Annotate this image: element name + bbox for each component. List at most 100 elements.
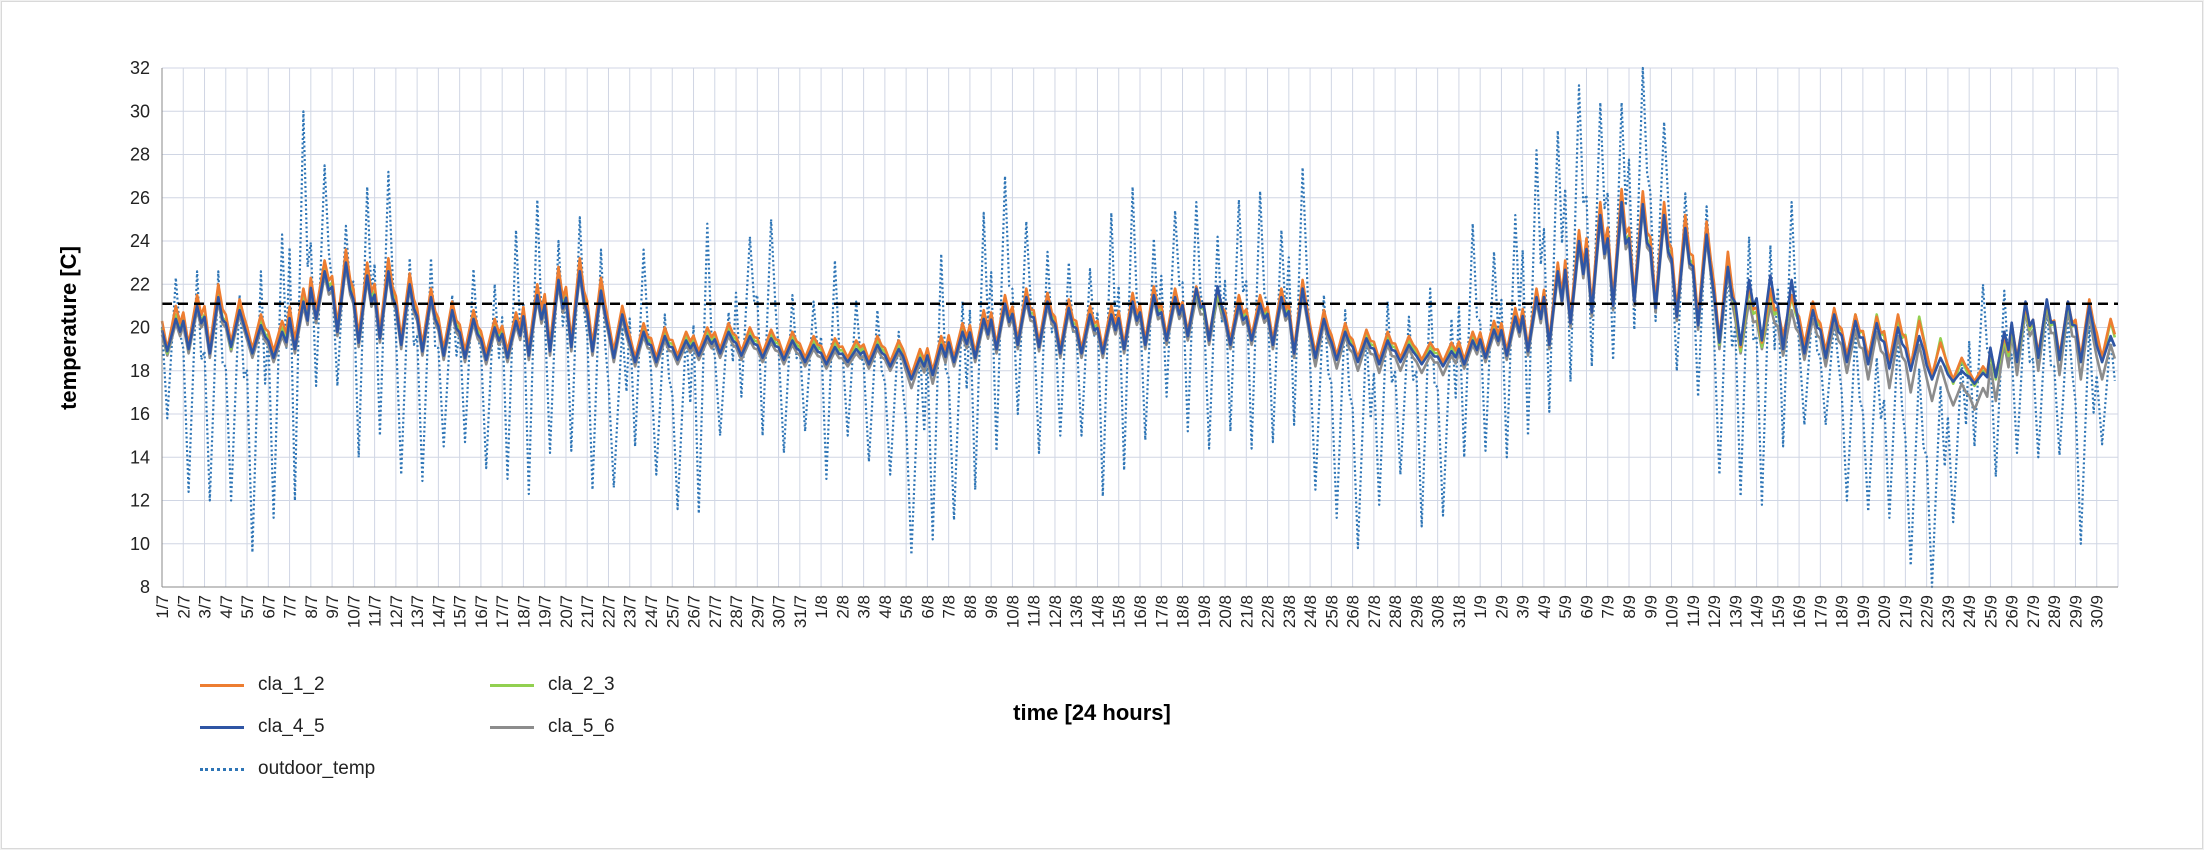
y-tick-label: 18: [130, 361, 150, 381]
legend-swatch: [200, 767, 244, 771]
x-tick-label: 16/8: [1131, 595, 1150, 628]
x-tick-label: 24/9: [1960, 595, 1979, 628]
x-tick-label: 20/8: [1216, 595, 1235, 628]
legend-label: cla_5_6: [548, 716, 615, 737]
x-tick-label: 2/7: [174, 595, 193, 619]
y-tick-label: 30: [130, 101, 150, 121]
x-tick-label: 30/9: [2088, 595, 2107, 628]
x-tick-label: 5/7: [238, 595, 257, 619]
x-tick-label: 24/8: [1301, 595, 1320, 628]
legend-swatch: [200, 683, 244, 687]
x-tick-label: 25/7: [663, 595, 682, 628]
x-tick-label: 2/9: [1492, 595, 1511, 619]
x-tick-label: 6/8: [918, 595, 937, 619]
legend-label: outdoor_temp: [258, 758, 376, 779]
x-tick-label: 9/8: [982, 595, 1001, 619]
legend-swatch: [200, 725, 244, 729]
x-tick-label: 29/9: [2066, 595, 2085, 628]
x-tick-label: 6/7: [259, 595, 278, 619]
x-tick-label: 27/8: [1365, 595, 1384, 628]
x-tick-label: 7/7: [281, 595, 300, 619]
legend-item-cla-2-3: cla_2_3: [490, 674, 615, 696]
x-tick-label: 29/7: [748, 595, 767, 628]
x-tick-label: 19/7: [536, 595, 555, 628]
series-line-outdoor-temp: [160, 66, 2116, 589]
x-tick-label: 14/9: [1748, 595, 1767, 628]
x-tick-label: 18/7: [514, 595, 533, 628]
x-tick-label: 21/7: [578, 595, 597, 628]
x-tick-label: 4/7: [217, 595, 236, 619]
legend-label: cla_2_3: [548, 674, 615, 695]
x-tick-label: 20/7: [557, 595, 576, 628]
x-tick-label: 6/9: [1577, 595, 1596, 619]
x-tick-label: 22/8: [1259, 595, 1278, 628]
x-tick-label: 18/9: [1833, 595, 1852, 628]
x-tick-label: 12/7: [387, 595, 406, 628]
x-tick-label: 7/8: [940, 595, 959, 619]
x-tick-label: 11/7: [366, 595, 385, 627]
legend-item-cla-5-6: cla_5_6: [490, 716, 615, 738]
axes: 8 10 12 14 16 18 20 22 24 26 28 30 32 1/7 2/7 3/7 4/7 5/7…: [130, 58, 2118, 628]
x-tick-label: 28/7: [727, 595, 746, 628]
y-tick-label: 28: [130, 145, 150, 165]
x-tick-label: 19/8: [1195, 595, 1214, 628]
legend-label: cla_1_2: [258, 674, 325, 695]
y-tick-label: 12: [130, 491, 150, 511]
x-tick-label: 23/7: [621, 595, 640, 628]
x-tick-label: 29/8: [1407, 595, 1426, 628]
y-tick-label: 20: [130, 318, 150, 338]
x-tick-label: 15/9: [1769, 595, 1788, 628]
legend-item-cla-1-2: cla_1_2: [200, 674, 325, 696]
x-tick-label: 21/9: [1896, 595, 1915, 628]
x-tick-label: 23/9: [1939, 595, 1958, 628]
x-tick-label: 2/8: [833, 595, 852, 619]
x-tick-label: 14/8: [1088, 595, 1107, 628]
x-tick-label: 12/8: [1046, 595, 1065, 628]
y-tick-label: 32: [130, 58, 150, 78]
x-tick-label: 17/7: [493, 595, 512, 628]
series-lines: [160, 66, 2117, 589]
x-tick-label: 15/7: [451, 595, 470, 628]
x-tick-label: 9/7: [323, 595, 342, 619]
legend-swatch: [490, 683, 534, 687]
y-tick-label: 16: [130, 404, 150, 424]
x-tick-label: 3/8: [855, 595, 874, 619]
x-tick-label: 11/9: [1684, 595, 1703, 627]
x-tick-label: 9/9: [1641, 595, 1660, 619]
y-tick-label: 14: [130, 447, 150, 467]
x-tick-label: 15/8: [1110, 595, 1129, 628]
x-tick-label: 16/9: [1790, 595, 1809, 628]
legend-label: cla_4_5: [258, 716, 325, 737]
x-tick-label: 28/9: [2045, 595, 2064, 628]
x-tick-label: 26/8: [1344, 595, 1363, 628]
x-tick-label: 13/7: [408, 595, 427, 628]
x-tick-label: 27/9: [2024, 595, 2043, 628]
x-tick-label: 16/7: [472, 595, 491, 628]
x-tick-label: 31/8: [1450, 595, 1469, 628]
x-tick-label: 20/9: [1875, 595, 1894, 628]
x-tick-label: 18/8: [1174, 595, 1193, 628]
x-tick-label: 14/7: [429, 595, 448, 628]
x-tick-label: 28/8: [1386, 595, 1405, 628]
x-tick-label: 13/9: [1726, 595, 1745, 628]
x-tick-label: 30/7: [770, 595, 789, 628]
x-tick-label: 3/9: [1514, 595, 1533, 619]
grid: [161, 67, 2119, 588]
x-tick-label: 22/9: [1918, 595, 1937, 628]
x-tick-label: 22/7: [599, 595, 618, 628]
x-tick-label: 10/7: [344, 595, 363, 628]
x-tick-label: 4/9: [1535, 595, 1554, 619]
x-tick-label: 23/8: [1280, 595, 1299, 628]
y-tick-label: 24: [130, 231, 150, 251]
x-tick-label: 24/7: [642, 595, 661, 628]
x-tick-label: 25/9: [1981, 595, 2000, 628]
x-tick-label: 8/8: [961, 595, 980, 619]
x-tick-label: 5/8: [897, 595, 916, 619]
x-axis-title: time [24 hours]: [1013, 700, 1171, 725]
x-tick-label: 10/8: [1003, 595, 1022, 628]
series-line-cla-2-3: [160, 198, 2117, 388]
x-tick-label: 26/7: [685, 595, 704, 628]
series-line-cla-4-5: [160, 200, 2117, 385]
x-tick-label: 30/8: [1429, 595, 1448, 628]
